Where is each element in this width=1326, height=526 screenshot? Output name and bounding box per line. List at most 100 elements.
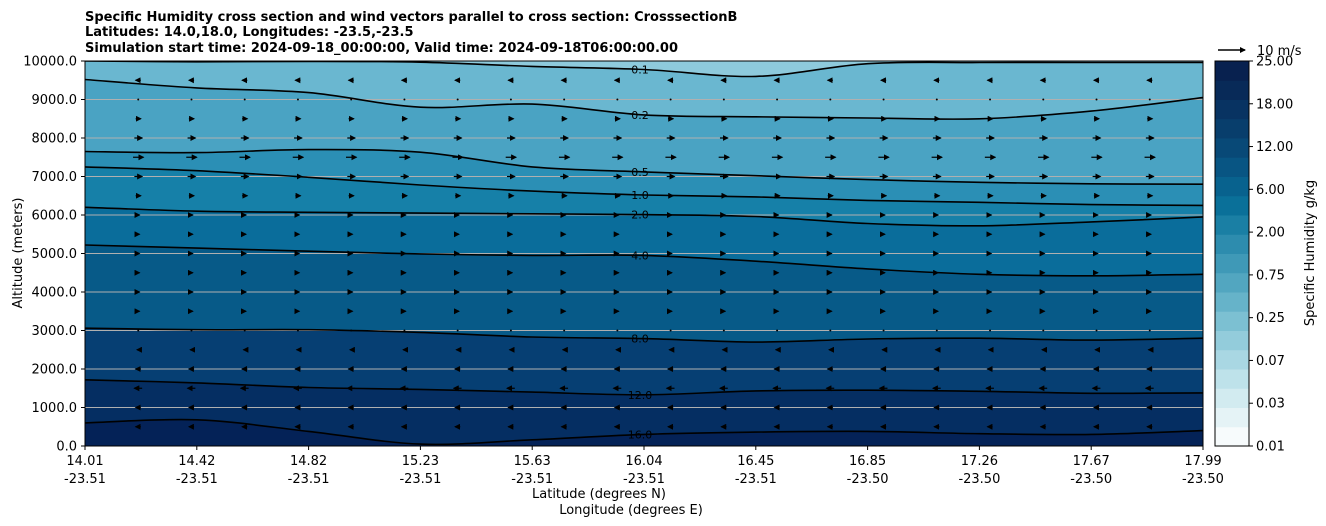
- x-axis-label-longitude: Longitude (degrees E): [559, 503, 703, 518]
- colorbar-tick-label: 25.00: [1256, 55, 1293, 70]
- y-tick-label: 6000.0: [32, 209, 78, 224]
- colorbar-segment: [1215, 99, 1249, 120]
- x-tick-label-lat: 14.82: [290, 454, 327, 469]
- y-tick-label: 1000.0: [32, 401, 78, 416]
- x-tick-label-lat: 15.23: [402, 454, 439, 469]
- contour-label: 8.0: [631, 333, 649, 346]
- wind-vector: [616, 329, 619, 332]
- wind-vector: [882, 98, 885, 101]
- contour-label: 0.5: [631, 166, 649, 179]
- colorbar-segment: [1215, 311, 1249, 331]
- contour-label: 12.0: [628, 389, 653, 402]
- colorbar-segment: [1215, 369, 1249, 389]
- wind-vector: [989, 329, 992, 332]
- colorbar-segment: [1215, 195, 1249, 216]
- wind-vector: [563, 329, 566, 332]
- x-tick-label-lon: -23.50: [1182, 472, 1224, 487]
- wind-vector: [935, 329, 938, 332]
- wind-vector: [403, 329, 406, 332]
- wind-vector: [669, 329, 672, 332]
- x-tick-label-lon: -23.51: [623, 472, 665, 487]
- wind-vector: [296, 98, 299, 101]
- x-tick-label-lat: 16.45: [737, 454, 774, 469]
- colorbar-tick-label: 2.00: [1256, 226, 1285, 241]
- contour-line: [85, 244, 1203, 277]
- colorbar-tick-label: 0.25: [1256, 311, 1285, 326]
- gridline-layer: [85, 99, 1203, 408]
- contour-label: 16.0: [628, 428, 653, 441]
- colorbar-segment: [1215, 272, 1249, 293]
- contour-label: 1.0: [631, 189, 649, 202]
- wind-vector: [829, 98, 832, 101]
- colorbar-segment: [1215, 80, 1249, 100]
- x-tick-label-lat: 17.99: [1184, 454, 1221, 469]
- wind-vector: [882, 329, 885, 332]
- colorbar-segment: [1215, 176, 1249, 197]
- y-tick-label: 2000.0: [32, 363, 78, 378]
- colorbar-segment: [1215, 118, 1249, 139]
- x-tick-label-lon: -23.51: [176, 472, 218, 487]
- x-tick-label-lon: -23.50: [1070, 472, 1112, 487]
- y-tick-label: 5000.0: [32, 247, 78, 262]
- wind-vector: [989, 98, 992, 101]
- y-tick-label: 0.0: [56, 440, 77, 455]
- x-tick-label-lon: -23.51: [64, 472, 106, 487]
- wind-vector: [190, 98, 193, 101]
- contour-line: [85, 148, 1203, 185]
- contour-line: [85, 78, 1203, 120]
- wind-vector: [1148, 329, 1151, 332]
- wind-vector: [935, 98, 938, 101]
- wind-vector-layer: [133, 77, 1156, 430]
- wind-vector: [776, 98, 779, 101]
- contour-label-layer: 0.1 0.2 0.5 1.0 2.0 4.0 8.0 12.0 16.0: [628, 63, 653, 441]
- colorbar-segment: [1215, 349, 1249, 370]
- chart-title-line-2: Latitudes: 14.0,18.0, Longitudes: -23.5,…: [85, 25, 414, 40]
- wind-vector: [296, 329, 299, 332]
- x-axis: 14.01 -23.51 14.42 -23.51 14.82 -23.51 15.23 -2…: [64, 446, 1224, 487]
- colorbar-tick-label: 0.01: [1256, 440, 1285, 455]
- x-tick-label-lon: -23.50: [847, 472, 889, 487]
- chart-title-line-1: Specific Humidity cross section and wind…: [85, 10, 737, 25]
- x-tick-label-lat: 17.67: [1073, 454, 1110, 469]
- colorbar-tick-label: 18.00: [1256, 97, 1293, 112]
- y-tick-label: 8000.0: [32, 132, 78, 147]
- quiver-key-label: 10 m/s: [1257, 44, 1302, 59]
- colorbar-segment: [1215, 138, 1249, 158]
- contour-label: 4.0: [631, 249, 649, 262]
- wind-vector: [456, 329, 459, 332]
- x-tick-label-lon: -23.51: [288, 472, 330, 487]
- colorbar-segment: [1215, 388, 1249, 408]
- x-tick-label-lat: 14.01: [66, 454, 103, 469]
- colorbar-segment: [1215, 330, 1249, 351]
- y-axis-label: Altitude (meters): [11, 198, 26, 309]
- contour-layer: [85, 61, 1203, 446]
- y-tick-label: 9000.0: [32, 93, 78, 108]
- wind-vector: [190, 329, 193, 332]
- x-tick-label-lat: 17.26: [961, 454, 998, 469]
- x-tick-label-lat: 16.85: [849, 454, 886, 469]
- wind-vector: [509, 98, 512, 101]
- wind-vector: [350, 329, 353, 332]
- x-tick-label-lat: 16.04: [625, 454, 662, 469]
- wind-vector: [563, 98, 566, 101]
- contour-line: [85, 327, 1203, 343]
- wind-vector: [776, 329, 779, 332]
- colorbar-tick-label: 0.75: [1256, 268, 1285, 283]
- chart-title-line-3: Simulation start time: 2024-09-18_00:00:…: [85, 41, 678, 56]
- x-tick-label-lon: -23.50: [958, 472, 1000, 487]
- wind-vector: [669, 98, 672, 101]
- wind-vector: [243, 329, 246, 332]
- humidity-fill-layer: [85, 61, 1203, 446]
- wind-vector: [1095, 98, 1098, 101]
- colorbar-segment: [1215, 253, 1249, 274]
- quiver-key: 10 m/s: [1218, 44, 1302, 59]
- wind-vector: [1042, 98, 1045, 101]
- wind-vector: [137, 98, 140, 101]
- wind-vector: [509, 329, 512, 332]
- wind-vector: [722, 98, 725, 101]
- x-axis-label-latitude: Latitude (degrees N): [532, 487, 666, 502]
- colorbar-segment: [1215, 407, 1249, 428]
- wind-vector: [829, 329, 832, 332]
- x-tick-label-lat: 15.63: [514, 454, 551, 469]
